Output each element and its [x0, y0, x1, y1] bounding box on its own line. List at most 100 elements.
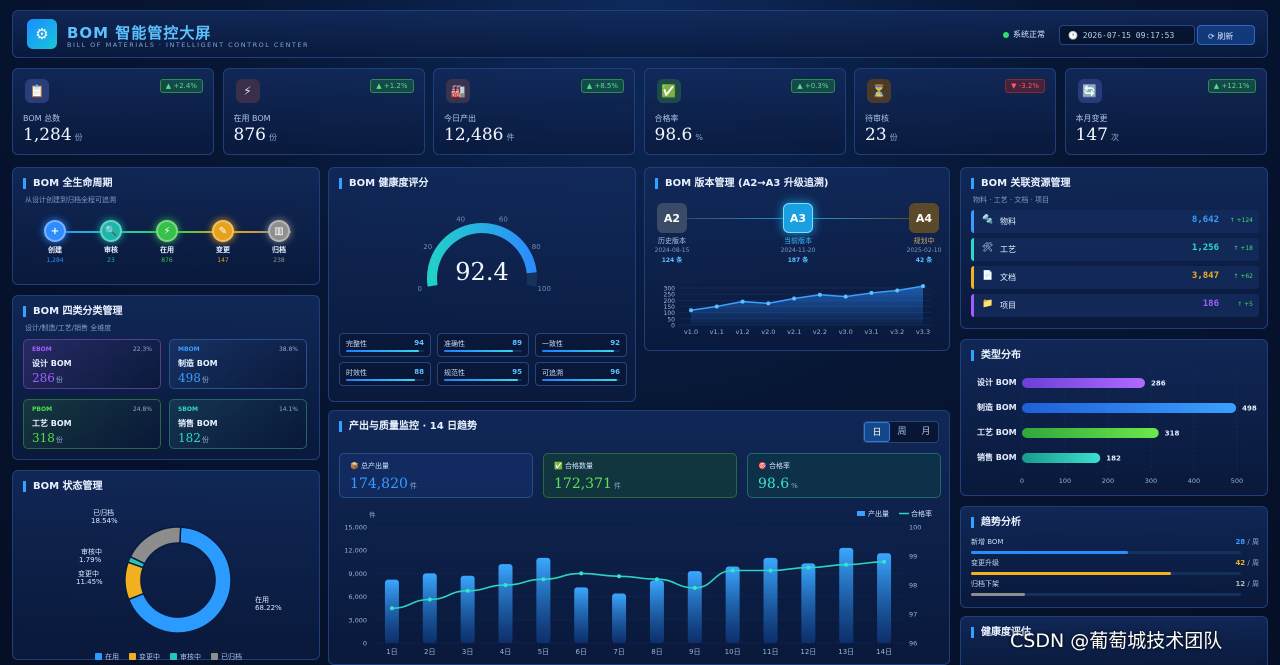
- resource-icon: 🔩: [982, 215, 994, 225]
- version-node[interactable]: A2 历史版本 2024-08-15 124 条: [632, 203, 712, 264]
- production-bar[interactable]: [687, 571, 702, 643]
- legend-swatch-output: [857, 511, 865, 516]
- donut-label-percent: 1.79%: [79, 556, 102, 564]
- lifecycle-step[interactable]: + 创建 1,284: [30, 220, 80, 264]
- quality-rate-point[interactable]: [427, 597, 432, 602]
- production-bar[interactable]: [839, 547, 854, 643]
- stat-label: BOM 总数: [23, 114, 61, 123]
- period-tab[interactable]: 月: [921, 427, 931, 437]
- quality-rate-point[interactable]: [730, 568, 735, 573]
- stat-card: 🔄 ▲ +12.1% 本月变更 147 次: [1064, 68, 1267, 155]
- bom-type-percent: 22.3%: [132, 346, 152, 353]
- period-tab[interactable]: 周: [897, 427, 907, 437]
- type-category-label: 设计 BOM: [977, 377, 1017, 387]
- version-x-tick: v2.0: [761, 328, 775, 336]
- stat-label: 合格率: [654, 114, 679, 123]
- production-bar[interactable]: [877, 553, 892, 643]
- production-bar[interactable]: [460, 575, 475, 643]
- stat-card: ✅ ▲ +0.3% 合格率 98.6%: [643, 68, 846, 155]
- health-metric-value: 88: [414, 368, 424, 376]
- production-bar[interactable]: [763, 557, 778, 643]
- period-tab[interactable]: 日: [864, 422, 890, 442]
- bom-type-value: 182: [178, 431, 201, 445]
- gauge-tick-label: 100: [538, 285, 551, 293]
- production-bar[interactable]: [725, 566, 740, 643]
- stat-value-wrap: 876 份: [234, 125, 277, 145]
- quality-rate-point[interactable]: [579, 571, 584, 576]
- production-x-tick: 8日: [651, 648, 662, 656]
- quality-rate-point[interactable]: [844, 562, 849, 567]
- resource-row[interactable]: 🛠 工艺 1,256 ↑ +18: [971, 238, 1259, 261]
- health-metric-name: 时效性: [346, 369, 367, 377]
- version-point[interactable]: [740, 299, 745, 304]
- bom-type-card[interactable]: EBOM 22.3% 设计 BOM 286份: [23, 339, 161, 389]
- production-x-tick: 3日: [462, 648, 473, 656]
- quality-rate-point[interactable]: [882, 559, 887, 564]
- donut-slice[interactable]: [127, 526, 232, 634]
- version-point[interactable]: [689, 308, 693, 313]
- trend-unit: / 周: [1245, 538, 1259, 546]
- resource-row[interactable]: 📁 项目 186 ↑ +5: [971, 294, 1259, 317]
- version-point[interactable]: [766, 301, 771, 306]
- production-bar[interactable]: [536, 557, 551, 643]
- resource-name: 工艺: [1000, 245, 1016, 254]
- quality-rate-point[interactable]: [768, 568, 773, 573]
- type-bar[interactable]: [1022, 453, 1101, 463]
- production-bar[interactable]: [612, 593, 627, 643]
- bom-type-card[interactable]: SBOM 14.1% 销售 BOM 182份: [169, 399, 307, 449]
- version-node[interactable]: A4 规划中 2025-02-10 42 条: [884, 203, 964, 264]
- version-x-tick: v2.2: [813, 328, 827, 336]
- production-bar[interactable]: [574, 587, 589, 643]
- type-bar[interactable]: [1022, 403, 1237, 413]
- version-code-badge: A2: [657, 203, 687, 233]
- trend-row: 归档下架 12 / 周: [971, 579, 1259, 596]
- trend-unit: / 周: [1245, 559, 1259, 567]
- refresh-button[interactable]: ⟳ 刷新: [1197, 25, 1255, 45]
- bom-type-card[interactable]: MBOM 38.8% 制造 BOM 498份: [169, 339, 307, 389]
- legend-label: 已归档: [221, 652, 242, 661]
- quality-rate-point[interactable]: [617, 574, 622, 579]
- legend-item[interactable]: 已归档: [211, 652, 242, 662]
- quality-rate-point[interactable]: [465, 588, 470, 593]
- lifecycle-step[interactable]: ⚡ 在用 876: [142, 220, 192, 264]
- bom-type-card[interactable]: PBOM 24.8% 工艺 BOM 318份: [23, 399, 161, 449]
- resource-row[interactable]: 📄 文档 3,847 ↑ +62: [971, 266, 1259, 289]
- legend-item[interactable]: 审核中: [170, 652, 201, 662]
- version-point[interactable]: [714, 304, 719, 309]
- donut-slice[interactable]: [129, 526, 182, 565]
- quality-rate-point[interactable]: [389, 606, 394, 611]
- version-point[interactable]: [869, 290, 874, 295]
- quality-rate-point[interactable]: [806, 565, 811, 570]
- production-bar[interactable]: [801, 563, 816, 643]
- version-point[interactable]: [817, 292, 822, 297]
- watermark: CSDN @葡萄城技术团队: [1010, 630, 1223, 652]
- legend-item[interactable]: 在用: [95, 652, 119, 662]
- quality-rate-point[interactable]: [503, 583, 508, 587]
- quality-rate-point[interactable]: [692, 585, 697, 590]
- type-bar[interactable]: [1022, 378, 1145, 388]
- legend-item[interactable]: 变更中: [129, 652, 160, 662]
- stat-value-wrap: 23 份: [865, 125, 898, 145]
- production-bar[interactable]: [498, 564, 513, 643]
- gauge-fill: [427, 223, 537, 287]
- production-kpi-icon: 🎯: [758, 462, 767, 470]
- quality-rate-point[interactable]: [654, 577, 659, 582]
- version-point[interactable]: [895, 288, 900, 293]
- production-bar[interactable]: [649, 580, 664, 643]
- version-point[interactable]: [792, 296, 797, 301]
- version-point[interactable]: [921, 284, 925, 289]
- lifecycle-step[interactable]: ✎ 变更 147: [198, 220, 248, 264]
- quality-rate-point[interactable]: [541, 577, 546, 582]
- version-point[interactable]: [843, 294, 848, 299]
- donut-slice[interactable]: [124, 561, 145, 601]
- resource-row[interactable]: 🔩 物料 8,642 ↑ +124: [971, 210, 1259, 233]
- production-x-tick: 6日: [575, 648, 586, 656]
- lifecycle-step[interactable]: ▥ 归档 238: [254, 220, 304, 264]
- version-node[interactable]: A3 当前版本 2024-11-20 187 条: [758, 203, 838, 264]
- trend-bar-fill: [971, 551, 1128, 554]
- lifecycle-step[interactable]: 🔍 审核 23: [86, 220, 136, 264]
- trend-name: 变更升级: [971, 559, 999, 567]
- production-bar[interactable]: [384, 579, 399, 643]
- production-bar[interactable]: [422, 573, 437, 643]
- type-bar[interactable]: [1022, 428, 1159, 438]
